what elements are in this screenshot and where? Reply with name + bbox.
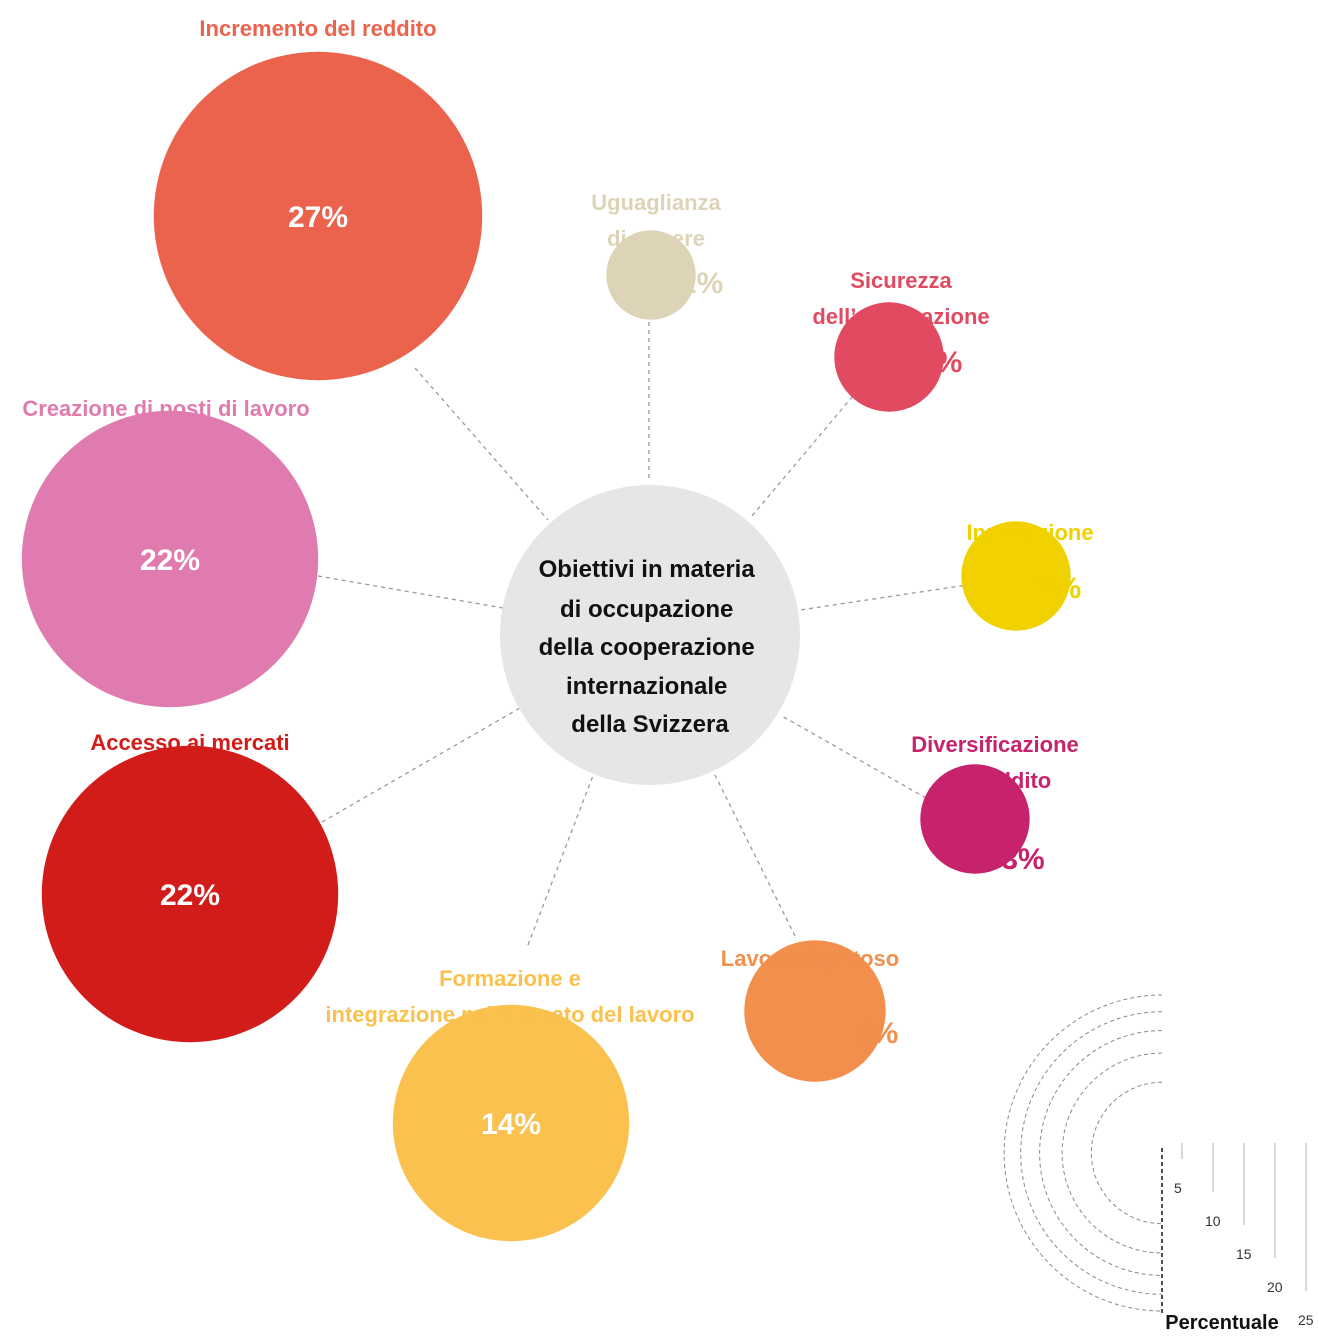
label-creazione-line-1: Creazione di posti di lavoro (22, 396, 309, 421)
center-title-line-1: Obiettivi in materia (539, 556, 756, 583)
value-label-creazione: 22% (140, 544, 200, 577)
bubble-group-creazione: Creazione di posti di lavoro 22% (21, 396, 319, 708)
value-label-sicurezza: 3% (919, 346, 962, 379)
center-title-line-5: della Svizzera (571, 711, 729, 738)
legend-tick-20: 20 (1267, 1279, 1283, 1295)
value-label-accesso: 22% (160, 879, 220, 912)
label-accesso-line-1: Accesso ai mercati (90, 730, 289, 755)
bubble-sicurezza (834, 302, 944, 412)
label-innovazione-line-1: Innovazione (966, 520, 1093, 545)
bubbles: Incremento del reddito 27% Creazione di po… (21, 16, 1094, 1242)
connector-creazione (317, 575, 504, 609)
label-creazione: Creazione di posti di lavoro (22, 396, 309, 421)
label-formazione-line-1: Formazione e (439, 966, 581, 991)
center-title-line-4: internazionale (566, 673, 727, 700)
bubble-uguaglianza (606, 230, 696, 320)
bubble-group-sicurezza: Sicurezza dell’occupazione 3% (812, 268, 990, 412)
bubble-group-formazione: Formazione e integrazione nel mercato del… (325, 966, 695, 1242)
size-legend: 5 10 15 20 25 Percentuale (1003, 994, 1314, 1334)
center-node: Obiettivi in materia di occupazione dell… (500, 485, 800, 785)
bubble-diversificazione (920, 764, 1030, 874)
label-lavoro-line-1: Lavoro dignitoso (721, 946, 899, 971)
value-label-incremento: 27% (288, 201, 348, 234)
label-sicurezza: Sicurezza dell’occupazione (812, 268, 989, 329)
legend-circle-20 (1020, 1011, 1163, 1295)
bubble-group-innovazione: Innovazione 3% (961, 520, 1094, 631)
bubble-group-accesso: Accesso ai mercati 22% (41, 730, 339, 1043)
label-uguaglianza-line-1: Uguaglianza (591, 190, 721, 215)
legend-tick-15: 15 (1236, 1246, 1252, 1262)
connector-accesso (321, 707, 521, 823)
center-title-line-2: di occupazione (560, 596, 733, 623)
legend-circle-25 (1003, 994, 1163, 1312)
label-sicurezza-line-2: dell’occupazione (812, 304, 989, 329)
legend-circle-5 (1090, 1081, 1163, 1225)
label-innovazione: Innovazione (966, 520, 1093, 545)
value-label-diversificazione: 3% (1001, 843, 1044, 876)
connector-lines (317, 298, 988, 946)
legend-tick-5: 5 (1174, 1180, 1182, 1196)
connector-lavoro (713, 772, 796, 937)
bubble-incremento (153, 51, 483, 381)
bubble-accesso (41, 745, 339, 1043)
label-formazione: Formazione e integrazione nel mercato del… (325, 966, 694, 1027)
center-title-line-3: della cooperazione (539, 634, 755, 661)
label-incremento-line-1: Incremento del reddito (199, 16, 436, 41)
bubble-group-diversificazione: Diversificazione del reddito 3% (911, 732, 1079, 876)
legend-tick-25: 25 (1298, 1312, 1314, 1328)
connector-diversificazione (781, 715, 941, 807)
value-label-innovazione: 3% (1038, 572, 1081, 605)
connector-innovazione (799, 581, 988, 611)
value-label-uguaglianza: 2% (680, 267, 723, 300)
bubble-group-incremento: Incremento del reddito 27% (153, 16, 483, 381)
label-diversificazione-line-1: Diversificazione (911, 732, 1079, 757)
legend-tick-10: 10 (1205, 1213, 1221, 1229)
label-formazione-line-2: integrazione nel mercato del lavoro (325, 1002, 694, 1027)
label-diversificazione: Diversificazione del reddito (911, 732, 1079, 793)
label-uguaglianza-line-2: di genere (607, 226, 705, 251)
legend-title: Percentuale (1165, 1312, 1278, 1334)
label-incremento: Incremento del reddito (199, 16, 436, 41)
connector-incremento (414, 367, 549, 521)
legend-circle-10 (1061, 1052, 1163, 1254)
label-sicurezza-line-1: Sicurezza (850, 268, 952, 293)
label-lavoro: Lavoro dignitoso (721, 946, 899, 971)
center-circle (500, 485, 800, 785)
label-uguaglianza: Uguaglianza di genere (591, 190, 721, 251)
label-accesso: Accesso ai mercati (90, 730, 289, 755)
bubble-innovazione (961, 521, 1071, 631)
value-label-formazione: 14% (481, 1108, 541, 1141)
center-title: Obiettivi in materia di occupazione dell… (539, 556, 762, 738)
bubble-formazione (392, 1004, 630, 1242)
bubble-group-uguaglianza: Uguaglianza di genere 2% (591, 190, 723, 320)
label-diversificazione-line-2: del reddito (939, 768, 1051, 793)
bubble-lavoro (744, 940, 886, 1082)
connector-formazione (527, 772, 595, 946)
legend-circle-15 (1039, 1030, 1163, 1276)
bubble-creazione (21, 410, 319, 708)
connector-sicurezza (751, 377, 869, 517)
bubble-group-lavoro: Lavoro dignitoso 5% (721, 940, 899, 1082)
value-label-lavoro: 5% (855, 1017, 898, 1050)
